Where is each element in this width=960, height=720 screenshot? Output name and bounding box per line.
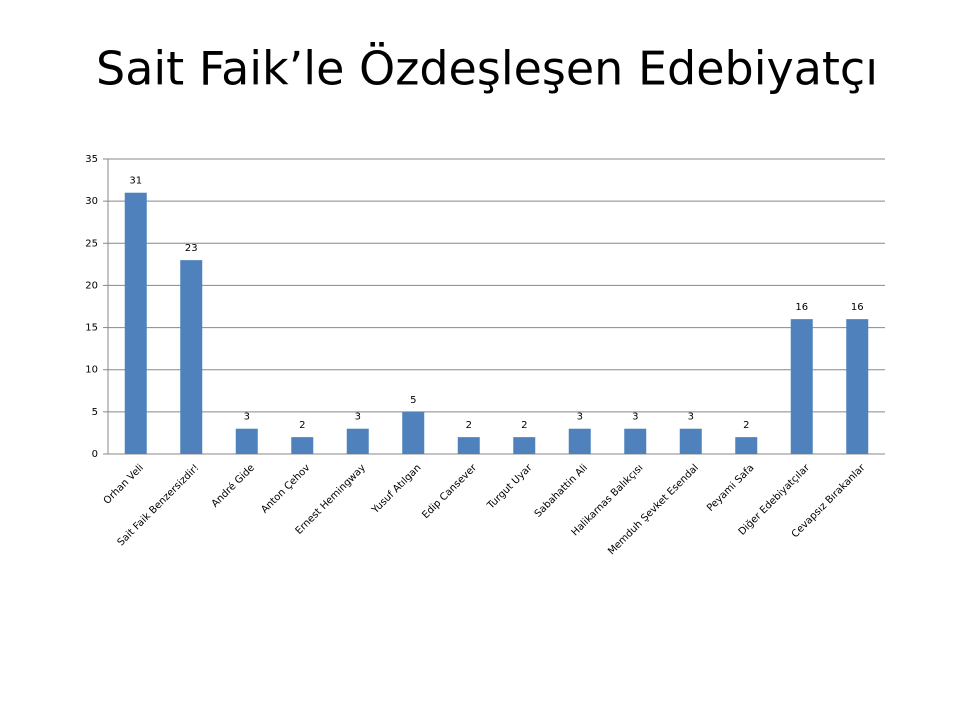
- data-label: 2: [299, 420, 305, 431]
- y-tick-label: 30: [85, 196, 98, 207]
- data-label: 3: [632, 412, 638, 423]
- data-label: 16: [795, 302, 808, 313]
- data-label: 5: [410, 395, 416, 406]
- data-label: 2: [466, 420, 472, 431]
- bar: [346, 428, 369, 454]
- x-tick-label: André Gide: [209, 462, 257, 510]
- bar: [291, 437, 314, 454]
- x-tick-label: Yusuf Atılgan: [369, 462, 423, 516]
- bar: [513, 437, 536, 454]
- data-label: 3: [244, 412, 250, 423]
- x-tick-label: Sabahattin Ali: [533, 462, 590, 519]
- x-tick-label: Orhan Veli: [102, 462, 146, 506]
- x-tick-label: Peyami Safa: [705, 462, 756, 513]
- bar: [235, 428, 258, 454]
- x-tick-label: Edip Cansever: [420, 462, 479, 521]
- data-label: 2: [521, 420, 527, 431]
- bar: [679, 428, 702, 454]
- data-label: 2: [743, 420, 749, 431]
- y-tick-label: 25: [85, 238, 98, 249]
- bar: [402, 411, 425, 454]
- bar: [457, 437, 480, 454]
- data-label: 16: [851, 302, 864, 313]
- bar: [790, 319, 813, 454]
- y-tick-label: 35: [85, 154, 98, 165]
- x-tick-label: Memduh Şevket Esendal: [606, 462, 701, 557]
- bar: [568, 428, 591, 454]
- bar: [735, 437, 758, 454]
- chart-title: Sait Faik’le Özdeşleşen Edebiyatçı: [96, 42, 878, 96]
- bar: [846, 319, 869, 454]
- x-tick-label: Turgut Uyar: [485, 462, 535, 512]
- bar: [180, 260, 203, 454]
- data-label: 3: [577, 412, 583, 423]
- data-label: 3: [355, 412, 361, 423]
- data-label: 23: [185, 243, 198, 254]
- y-tick-label: 15: [85, 323, 98, 334]
- y-tick-label: 20: [85, 280, 98, 291]
- bar: [624, 428, 647, 454]
- bar: [124, 192, 147, 454]
- y-tick-label: 10: [85, 365, 98, 376]
- data-label: 31: [129, 176, 142, 187]
- data-label: 3: [688, 412, 694, 423]
- y-tick-label: 5: [92, 407, 98, 418]
- y-tick-label: 0: [92, 449, 98, 460]
- x-tick-label: Anton Çehov: [259, 462, 312, 515]
